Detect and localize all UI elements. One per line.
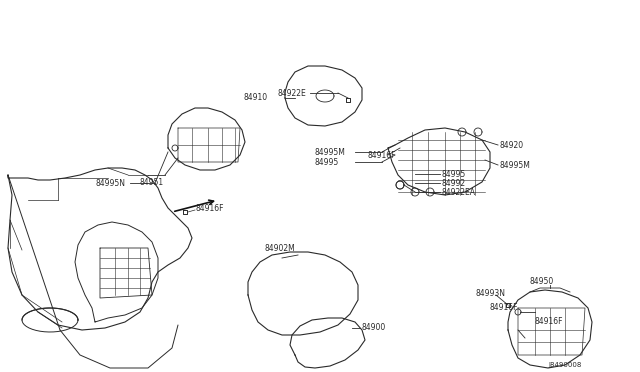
- Text: 84950: 84950: [530, 278, 554, 286]
- Text: 84900: 84900: [362, 324, 387, 333]
- Text: 84922EA: 84922EA: [442, 187, 476, 196]
- Text: 84995N: 84995N: [95, 179, 125, 187]
- Text: 84992: 84992: [442, 179, 466, 187]
- Text: 84922E: 84922E: [278, 89, 307, 97]
- Text: 84995M: 84995M: [500, 160, 531, 170]
- Text: 84995M: 84995M: [315, 148, 346, 157]
- Text: 84902M: 84902M: [265, 244, 296, 253]
- Text: 84995: 84995: [315, 157, 339, 167]
- Text: 84951: 84951: [140, 177, 164, 186]
- Text: 84920: 84920: [500, 141, 524, 150]
- Text: 84995: 84995: [442, 170, 467, 179]
- Text: 84916F: 84916F: [195, 203, 223, 212]
- Text: 84916F: 84916F: [535, 317, 563, 327]
- Text: 84993N: 84993N: [476, 289, 506, 298]
- Text: 84910: 84910: [244, 93, 268, 102]
- Text: J8490008: J8490008: [548, 362, 582, 368]
- Text: 84916F: 84916F: [490, 304, 518, 312]
- Text: 84916F: 84916F: [368, 151, 397, 160]
